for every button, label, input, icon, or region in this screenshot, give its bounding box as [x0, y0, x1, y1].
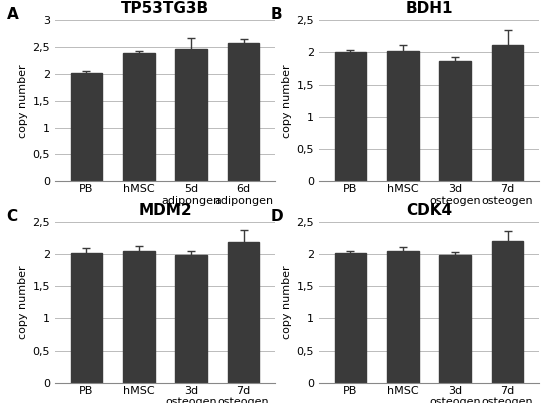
Bar: [228, 43, 259, 181]
Bar: [439, 61, 471, 181]
Bar: [71, 73, 102, 181]
Bar: [228, 242, 259, 383]
Bar: [492, 45, 523, 181]
Bar: [387, 251, 419, 383]
Title: BDH1: BDH1: [405, 1, 453, 16]
Bar: [387, 51, 419, 181]
Bar: [175, 255, 207, 383]
Title: CDK4: CDK4: [406, 203, 452, 218]
Text: B: B: [271, 7, 282, 22]
Bar: [439, 255, 471, 383]
Text: D: D: [271, 209, 283, 224]
Bar: [335, 253, 366, 383]
Text: C: C: [7, 209, 18, 224]
Bar: [492, 241, 523, 383]
Bar: [335, 52, 366, 181]
Text: A: A: [7, 7, 18, 22]
Title: MDM2: MDM2: [138, 203, 192, 218]
Bar: [71, 253, 102, 383]
Title: TP53TG3B: TP53TG3B: [121, 1, 209, 16]
Bar: [123, 251, 155, 383]
Y-axis label: copy number: copy number: [282, 266, 293, 339]
Bar: [123, 54, 155, 181]
Y-axis label: copy number: copy number: [18, 266, 29, 339]
Bar: [175, 49, 207, 181]
Y-axis label: copy number: copy number: [18, 64, 29, 137]
Y-axis label: copy number: copy number: [282, 64, 293, 137]
